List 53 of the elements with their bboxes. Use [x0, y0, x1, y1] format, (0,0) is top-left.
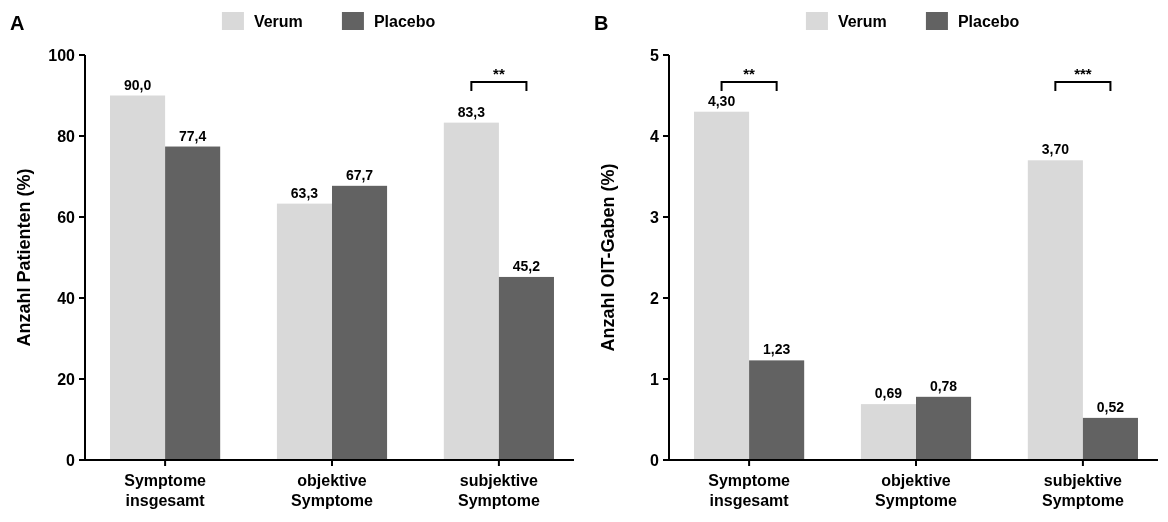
- y-tick-label: 80: [57, 128, 76, 145]
- bar: [749, 360, 805, 460]
- chart-title: B: [594, 12, 609, 34]
- data-label: 4,30: [707, 92, 736, 109]
- x-tick-label: objektive Symptome: [875, 472, 957, 509]
- chart-title: A: [10, 12, 25, 34]
- x-tick-label: Symptome insgesamt: [708, 472, 791, 509]
- data-label: 0,69: [874, 385, 903, 402]
- y-tick-label: 40: [57, 290, 76, 307]
- x-tick-label: Symptome insgesamt: [124, 472, 207, 509]
- bar: [276, 203, 332, 460]
- data-label: 0,78: [929, 377, 958, 394]
- data-label: 45,2: [512, 257, 541, 274]
- y-tick-label: 5: [650, 47, 660, 64]
- y-tick-label: 20: [57, 371, 76, 388]
- bar: [694, 111, 750, 460]
- annotation: **: [743, 65, 756, 82]
- y-tick-label: 60: [57, 209, 76, 226]
- y-tick-label: 3: [650, 209, 660, 226]
- data-label: 1,23: [763, 341, 791, 358]
- bar: [443, 122, 499, 460]
- legend-label: Verum: [837, 13, 887, 30]
- legend-label: Placebo: [373, 13, 436, 30]
- data-label: 90,0: [123, 76, 152, 93]
- y-axis-title: Anzahl Patienten (%): [14, 168, 34, 347]
- y-tick-label: 100: [48, 47, 76, 64]
- data-label: 67,7: [345, 166, 374, 183]
- bar: [860, 404, 916, 460]
- bar: [1082, 417, 1138, 460]
- y-tick-label: 1: [650, 371, 660, 388]
- data-label: 3,70: [1041, 141, 1070, 158]
- y-tick-label: 0: [650, 452, 660, 469]
- y-tick-label: 0: [66, 452, 76, 469]
- data-label: 77,4: [179, 127, 207, 144]
- bar: [916, 396, 972, 460]
- bar: [332, 185, 388, 460]
- bar: [165, 146, 221, 460]
- x-tick-label: subjektive Symptome: [458, 472, 540, 509]
- bar: [498, 276, 554, 460]
- annotation: ***: [1074, 65, 1092, 82]
- bar: [1027, 160, 1083, 460]
- data-label: 83,3: [457, 103, 486, 120]
- bar: [110, 95, 166, 460]
- y-tick-label: 4: [650, 128, 660, 145]
- x-tick-label: objektive Symptome: [291, 472, 373, 509]
- legend-label: Verum: [253, 13, 303, 30]
- data-label: 0,52: [1096, 398, 1125, 415]
- y-tick-label: 2: [650, 290, 660, 307]
- x-tick-label: subjektive Symptome: [1042, 472, 1124, 509]
- y-axis-title: Anzahl OIT-Gaben (%): [598, 163, 618, 352]
- legend-label: Placebo: [957, 13, 1020, 30]
- data-label: 63,3: [290, 184, 319, 201]
- annotation: **: [493, 65, 505, 82]
